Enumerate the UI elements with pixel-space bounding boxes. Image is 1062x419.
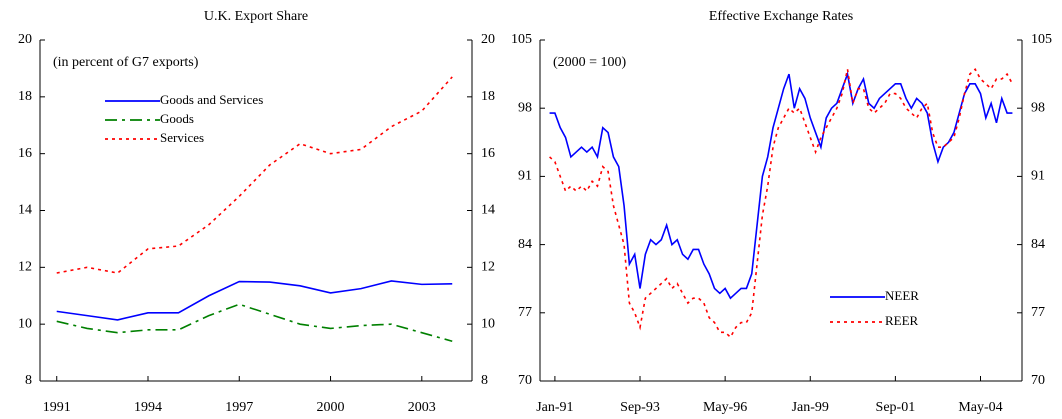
y2-tick-label: 12 xyxy=(481,260,495,275)
x-tick-label: 1991 xyxy=(43,400,71,415)
y2-tick-label: 98 xyxy=(1031,100,1045,115)
series-line xyxy=(56,303,453,342)
x-tick-label: Jan-99 xyxy=(792,400,829,415)
legend-label: Goods xyxy=(160,111,194,126)
legend-label: NEER xyxy=(885,288,919,303)
y2-tick-label: 20 xyxy=(481,32,495,47)
x-tick-label: 1997 xyxy=(225,400,253,415)
x-tick-label: 2003 xyxy=(408,400,436,415)
y2-tick-label: 91 xyxy=(1031,169,1045,184)
x-tick-label: May-04 xyxy=(958,400,1002,415)
y2-tick-label: 18 xyxy=(481,89,495,104)
y-tick-label: 12 xyxy=(18,260,32,275)
y-tick-label: 98 xyxy=(518,100,532,115)
x-tick-label: Jan-91 xyxy=(536,400,573,415)
x-tick-label: Sep-93 xyxy=(620,400,660,415)
x-tick-label: 1994 xyxy=(134,400,162,415)
y-tick-label: 10 xyxy=(18,316,32,331)
y2-tick-label: 77 xyxy=(1031,305,1045,320)
y-tick-label: 18 xyxy=(18,89,32,104)
y2-tick-label: 10 xyxy=(481,316,495,331)
y-tick-label: 8 xyxy=(25,373,32,388)
y2-tick-label: 105 xyxy=(1031,32,1052,47)
series-line xyxy=(549,71,1013,300)
legend-label: REER xyxy=(885,313,919,328)
series-line xyxy=(56,76,453,274)
y2-tick-label: 16 xyxy=(481,146,495,161)
y-tick-label: 91 xyxy=(518,169,532,184)
annotation: (in percent of G7 exports) xyxy=(53,55,199,70)
y-tick-label: 84 xyxy=(518,237,532,252)
series-line xyxy=(549,67,1014,339)
y-tick-label: 77 xyxy=(518,305,532,320)
y2-tick-label: 8 xyxy=(481,373,488,388)
legend-label: Goods and Services xyxy=(160,92,263,107)
annotation: (2000 = 100) xyxy=(553,55,627,70)
y2-tick-label: 70 xyxy=(1031,373,1045,388)
x-tick-label: 2000 xyxy=(317,400,345,415)
legend-label: Services xyxy=(160,130,204,145)
y2-tick-label: 14 xyxy=(481,203,495,218)
y-tick-label: 70 xyxy=(518,373,532,388)
y2-tick-label: 84 xyxy=(1031,237,1045,252)
y-tick-label: 20 xyxy=(18,32,32,47)
chart-title: Effective Exchange Rates xyxy=(709,9,853,24)
x-tick-label: Sep-01 xyxy=(876,400,916,415)
x-tick-label: May-96 xyxy=(703,400,747,415)
chart-title: U.K. Export Share xyxy=(204,9,308,24)
y-tick-label: 105 xyxy=(511,32,532,47)
series-line xyxy=(56,280,453,321)
y-tick-label: 16 xyxy=(18,146,32,161)
y-tick-label: 14 xyxy=(18,203,32,218)
